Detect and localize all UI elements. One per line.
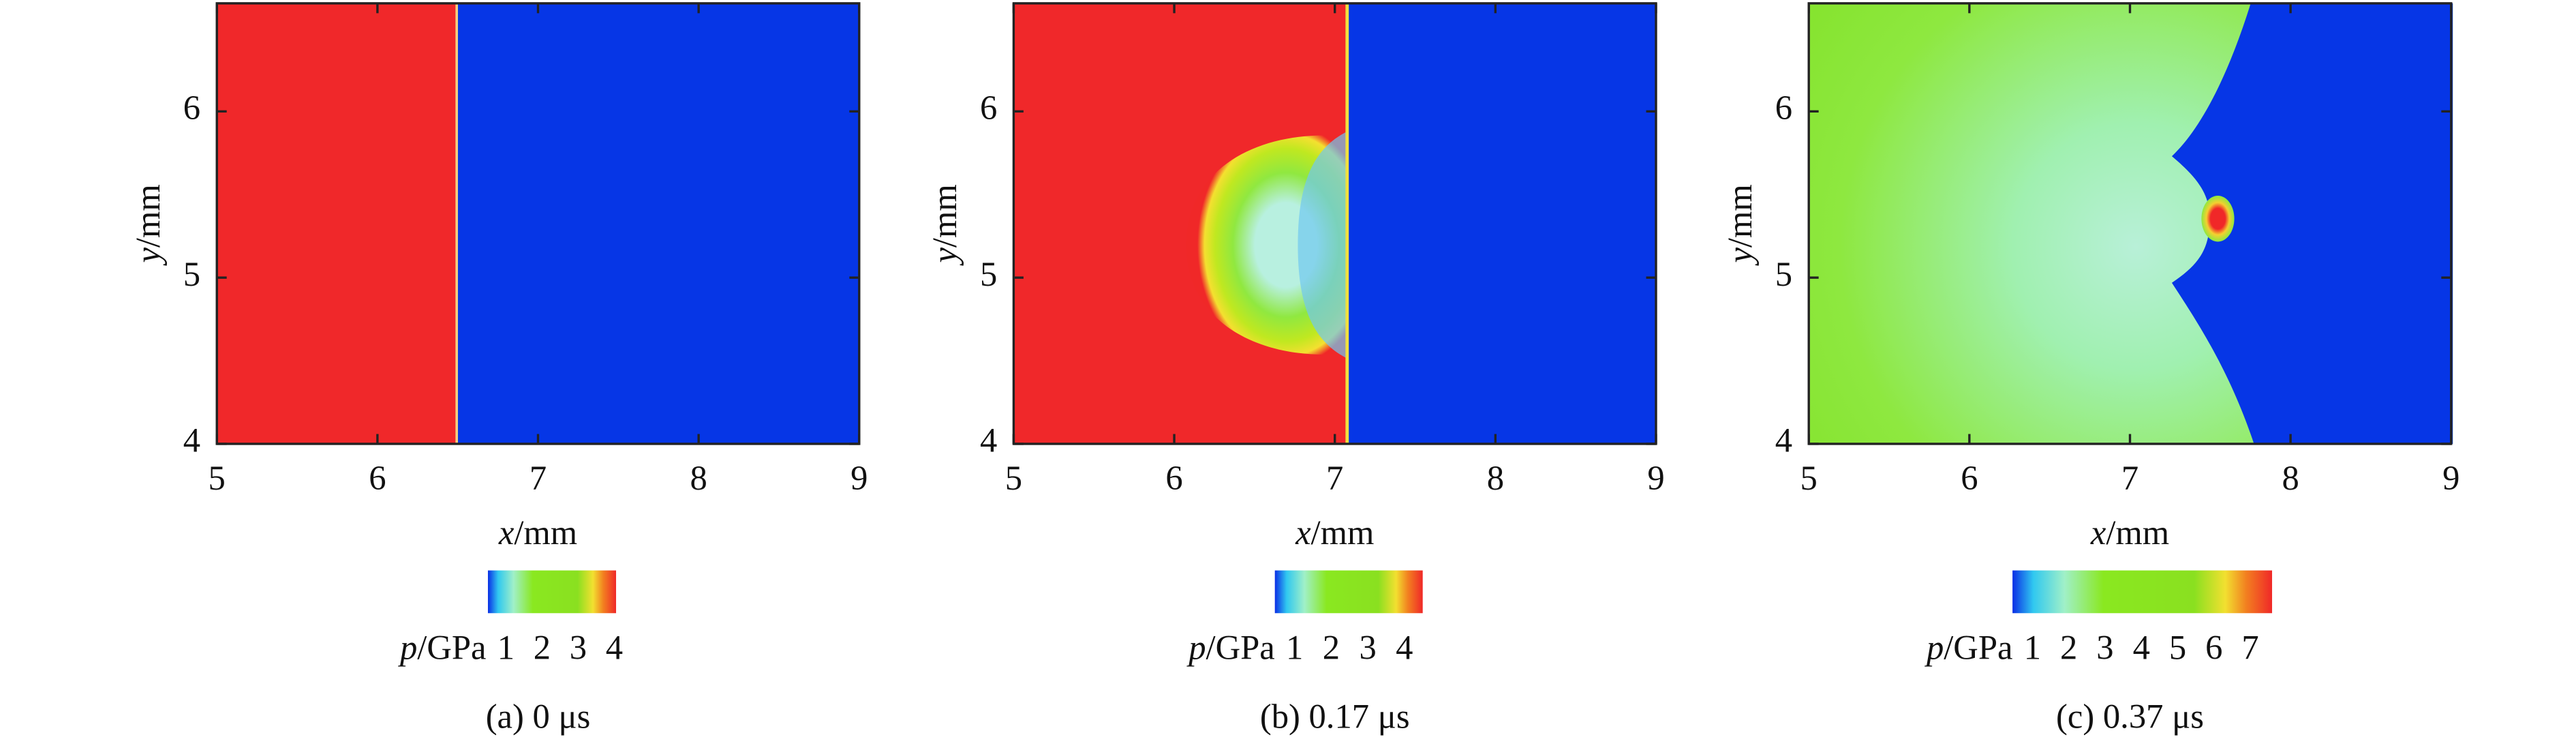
colorbar-tick-label: 7 [2241, 628, 2258, 666]
x-tick-label: 9 [2442, 459, 2459, 497]
caption: (b) 0.17 μs [1260, 698, 1410, 736]
pressure-field [1013, 3, 1656, 444]
y-axis-unit: /mm [1720, 184, 1758, 248]
x-tick-label: 9 [850, 459, 868, 497]
x-tick-label: 6 [1165, 459, 1182, 497]
x-axis-variable: x [2090, 513, 2106, 552]
x-tick-label: 7 [2121, 459, 2138, 497]
colorbar-tick-label: 4 [2133, 628, 2150, 666]
y-axis-unit: /mm [925, 184, 964, 248]
y-tick-label: 5 [980, 255, 997, 293]
x-axis-unit: /mm [514, 513, 577, 552]
y-axis-variable: y [925, 248, 964, 267]
pressure-field [1809, 3, 2453, 444]
colorbar-tick-label: 3 [1359, 628, 1376, 666]
x-tick-label: 5 [209, 459, 226, 497]
colorbar-variable: p [1186, 628, 1206, 666]
y-tick-label: 4 [183, 421, 200, 460]
x-axis-variable: x [1295, 513, 1311, 552]
y-tick-label: 6 [183, 89, 200, 127]
colorbar-unit: /GPa [1944, 628, 2012, 666]
x-tick-label: 7 [530, 459, 547, 497]
x-tick-label: 5 [1005, 459, 1022, 497]
y-tick-label: 4 [980, 421, 997, 460]
x-axis-unit: /mm [2106, 513, 2169, 552]
x-tick-label: 9 [1647, 459, 1664, 497]
y-axis-label: y/mm [128, 184, 166, 266]
y-axis-variable: y [1720, 248, 1758, 267]
caption: (a) 0 μs [486, 698, 591, 736]
x-tick-label: 5 [1800, 459, 1818, 497]
y-axis-label: y/mm [925, 184, 964, 266]
colorbar-label: p/GPa [1186, 628, 1275, 666]
y-tick-label: 5 [1775, 255, 1792, 293]
colorbar-tick-label: 2 [534, 628, 551, 666]
x-axis-label: x/mm [1295, 513, 1374, 552]
x-axis-unit: /mm [1311, 513, 1375, 552]
colorbar-tick-label: 1 [1286, 628, 1303, 666]
colorbar-variable: p [1925, 628, 1944, 666]
colorbar-variable: p [398, 628, 417, 666]
y-tick-label: 5 [183, 255, 200, 293]
colorbar-label: p/GPa [398, 628, 487, 666]
colorbar-tick-label: 1 [497, 628, 515, 666]
x-axis-label: x/mm [2090, 513, 2169, 552]
caption: (c) 0.37 μs [2056, 698, 2204, 736]
y-tick-label: 6 [980, 89, 997, 127]
x-tick-label: 6 [1961, 459, 1978, 497]
y-axis-label: y/mm [1720, 184, 1758, 266]
colorbar-tick-label: 4 [606, 628, 623, 666]
colorbar-unit: /GPa [1206, 628, 1275, 666]
colorbar-tick-label: 3 [570, 628, 587, 666]
colorbar [1274, 570, 1423, 614]
colorbar-label: p/GPa [1925, 628, 2013, 666]
colorbar-tick-label: 4 [1396, 628, 1413, 666]
y-tick-label: 6 [1775, 89, 1792, 127]
colorbar-tick-label: 3 [2096, 628, 2113, 666]
pressure-field [217, 3, 859, 444]
y-axis-unit: /mm [128, 184, 166, 248]
colorbar-tick-label: 2 [1323, 628, 1340, 666]
x-tick-label: 8 [1487, 459, 1504, 497]
colorbar-tick-label: 5 [2169, 628, 2186, 666]
x-axis-variable: x [498, 513, 515, 552]
y-tick-label: 4 [1775, 421, 1792, 460]
y-axis-variable: y [128, 248, 166, 267]
colorbar-tick-label: 6 [2205, 628, 2222, 666]
colorbar [487, 570, 617, 614]
x-tick-label: 8 [690, 459, 707, 497]
x-tick-label: 6 [369, 459, 386, 497]
colorbar-tick-label: 1 [2024, 628, 2041, 666]
x-axis-label: x/mm [498, 513, 577, 552]
x-tick-label: 7 [1326, 459, 1343, 497]
colorbar-tick-label: 2 [2060, 628, 2077, 666]
colorbar-unit: /GPa [417, 628, 486, 666]
colorbar [2012, 570, 2273, 614]
x-tick-label: 8 [2282, 459, 2299, 497]
